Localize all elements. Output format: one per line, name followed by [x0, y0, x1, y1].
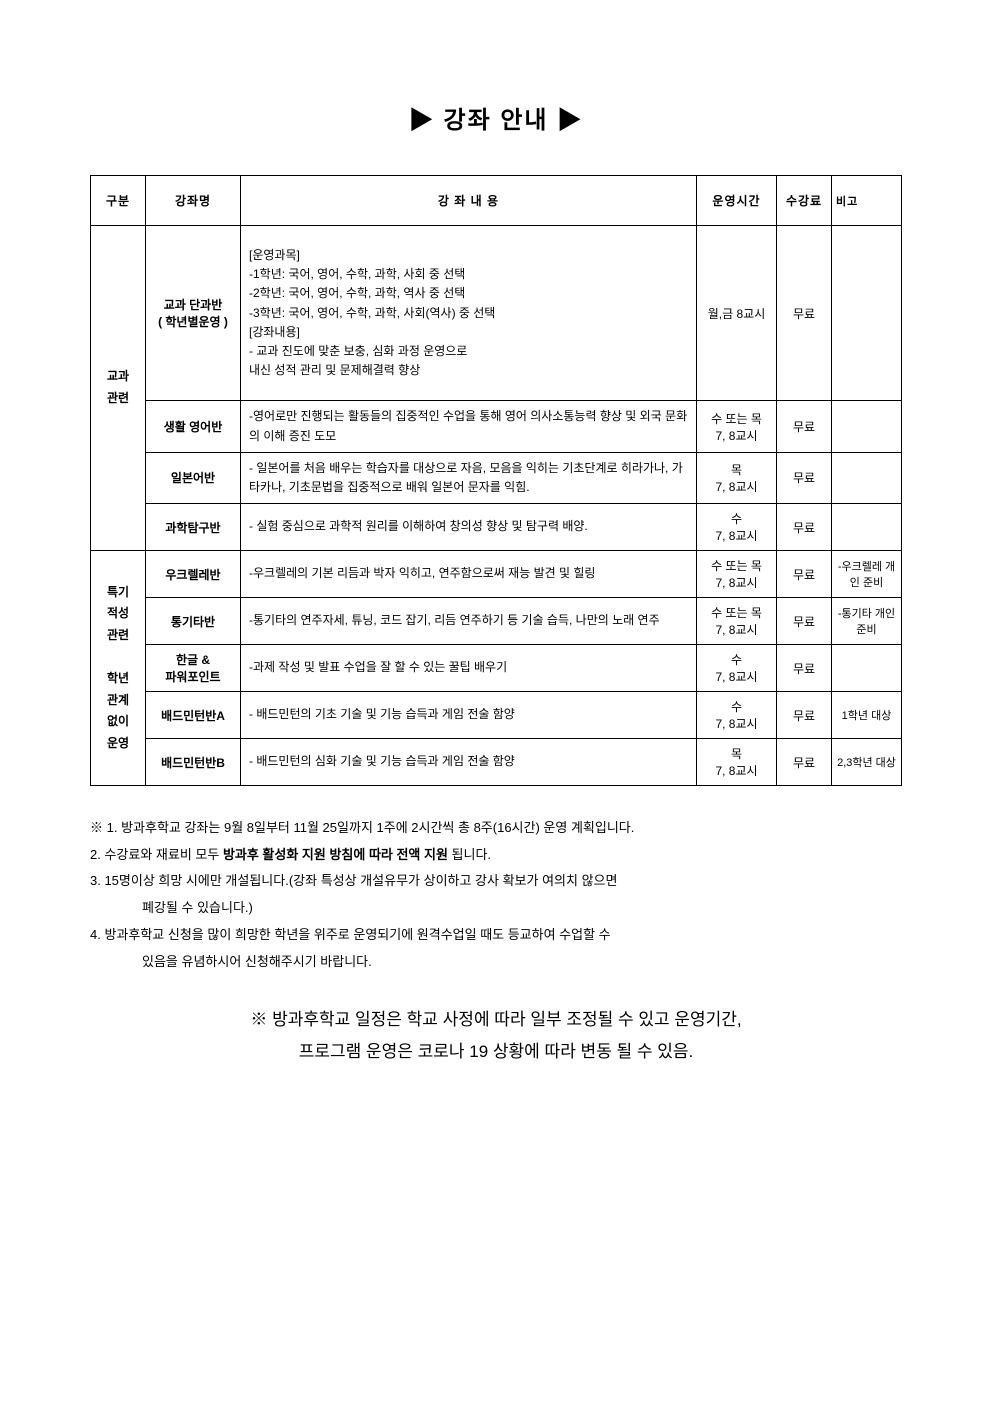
fee-cell: 무료	[777, 598, 832, 645]
content-cell: - 배드민턴의 기초 기술 및 기능 습득과 게임 전술 함양	[241, 692, 697, 739]
note-cell	[832, 452, 902, 503]
header-category: 구분	[91, 176, 146, 226]
note-line: 있음을 유념하시어 신청해주시기 바랍니다.	[90, 950, 902, 975]
category-cell: 교과 관련	[91, 226, 146, 551]
note-cell: -우크렐레 개인 준비	[832, 551, 902, 598]
header-course: 강좌명	[146, 176, 241, 226]
time-cell: 수 또는 목 7, 8교시	[697, 551, 777, 598]
time-cell: 목 7, 8교시	[697, 452, 777, 503]
course-cell: 한글 & 파워포인트	[146, 645, 241, 692]
table-row: 생활 영어반-영어로만 진행되는 활동들의 집중적인 수업을 통해 영어 의사소…	[91, 401, 902, 452]
time-cell: 월,금 8교시	[697, 226, 777, 401]
note-line: 3. 15명이상 희망 시에만 개설됩니다.(강좌 특성상 개설유무가 상이하고…	[90, 869, 902, 894]
table-row: 특기 적성 관련 학년 관계 없이 운영우크렐레반-우크렐레의 기본 리듬과 박…	[91, 551, 902, 598]
note-line: ※ 1. 방과후학교 강좌는 9월 8일부터 11월 25일까지 1주에 2시간…	[90, 816, 902, 841]
table-row: 통기타반-통기타의 연주자세, 튜닝, 코드 잡기, 리듬 연주하기 등 기술 …	[91, 598, 902, 645]
fee-cell: 무료	[777, 504, 832, 551]
course-cell: 배드민턴반A	[146, 692, 241, 739]
category-cell: 특기 적성 관련 학년 관계 없이 운영	[91, 551, 146, 786]
table-row: 과학탐구반- 실험 중심으로 과학적 원리를 이해하여 창의성 향상 및 탐구력…	[91, 504, 902, 551]
time-cell: 수 또는 목 7, 8교시	[697, 401, 777, 452]
time-cell: 수 7, 8교시	[697, 504, 777, 551]
course-cell: 일본어반	[146, 452, 241, 503]
table-row: 배드민턴반B- 배드민턴의 심화 기술 및 기능 습득과 게임 전술 함양목 7…	[91, 739, 902, 786]
header-note: 비고	[832, 176, 902, 226]
fee-cell: 무료	[777, 645, 832, 692]
footer-line2: 프로그램 운영은 코로나 19 상황에 따라 변동 될 수 있음.	[90, 1036, 902, 1068]
table-row: 배드민턴반A- 배드민턴의 기초 기술 및 기능 습득과 게임 전술 함양수 7…	[91, 692, 902, 739]
content-cell: -과제 작성 및 발표 수업을 잘 할 수 있는 꿀팁 배우기	[241, 645, 697, 692]
fee-cell: 무료	[777, 401, 832, 452]
course-table: 구분 강좌명 강 좌 내 용 운영시간 수강료 비고 교과 관련교과 단과반 (…	[90, 175, 902, 786]
note-cell: 2,3학년 대상	[832, 739, 902, 786]
time-cell: 수 또는 목 7, 8교시	[697, 598, 777, 645]
content-cell: - 배드민턴의 심화 기술 및 기능 습득과 게임 전술 함양	[241, 739, 697, 786]
fee-cell: 무료	[777, 551, 832, 598]
footer-note: ※ 방과후학교 일정은 학교 사정에 따라 일부 조정될 수 있고 운영기간, …	[90, 1004, 902, 1069]
note-cell: 1학년 대상	[832, 692, 902, 739]
note-line: 폐강될 수 있습니다.)	[90, 896, 902, 921]
note-cell	[832, 504, 902, 551]
note-cell: -통기타 개인 준비	[832, 598, 902, 645]
header-content: 강 좌 내 용	[241, 176, 697, 226]
content-cell: - 실험 중심으로 과학적 원리를 이해하여 창의성 향상 및 탐구력 배양.	[241, 504, 697, 551]
course-cell: 생활 영어반	[146, 401, 241, 452]
course-cell: 우크렐레반	[146, 551, 241, 598]
table-header-row: 구분 강좌명 강 좌 내 용 운영시간 수강료 비고	[91, 176, 902, 226]
note-cell	[832, 401, 902, 452]
fee-cell: 무료	[777, 226, 832, 401]
content-cell: -영어로만 진행되는 활동들의 집중적인 수업을 통해 영어 의사소통능력 향상…	[241, 401, 697, 452]
note-line: 2. 수강료와 재료비 모두 방과후 활성화 지원 방침에 따라 전액 지원 됩…	[90, 843, 902, 868]
course-cell: 배드민턴반B	[146, 739, 241, 786]
header-fee: 수강료	[777, 176, 832, 226]
time-cell: 목 7, 8교시	[697, 739, 777, 786]
table-row: 교과 관련교과 단과반 ( 학년별운영 )[운영과목] -1학년: 국어, 영어…	[91, 226, 902, 401]
course-cell: 통기타반	[146, 598, 241, 645]
fee-cell: 무료	[777, 692, 832, 739]
note-line: 4. 방과후학교 신청을 많이 희망한 학년을 위주로 운영되기에 원격수업일 …	[90, 923, 902, 948]
content-cell: -우크렐레의 기본 리듬과 박자 익히고, 연주함으로써 재능 발견 및 힐링	[241, 551, 697, 598]
fee-cell: 무료	[777, 739, 832, 786]
header-time: 운영시간	[697, 176, 777, 226]
content-cell: -통기타의 연주자세, 튜닝, 코드 잡기, 리듬 연주하기 등 기술 습득, …	[241, 598, 697, 645]
table-row: 한글 & 파워포인트-과제 작성 및 발표 수업을 잘 할 수 있는 꿀팁 배우…	[91, 645, 902, 692]
fee-cell: 무료	[777, 452, 832, 503]
notes-section: ※ 1. 방과후학교 강좌는 9월 8일부터 11월 25일까지 1주에 2시간…	[90, 816, 902, 974]
page-title: ▶ 강좌 안내 ▶	[90, 100, 902, 135]
note-cell	[832, 645, 902, 692]
course-cell: 과학탐구반	[146, 504, 241, 551]
course-cell: 교과 단과반 ( 학년별운영 )	[146, 226, 241, 401]
content-cell: - 일본어를 처음 배우는 학습자를 대상으로 자음, 모음을 익히는 기초단계…	[241, 452, 697, 503]
table-row: 일본어반- 일본어를 처음 배우는 학습자를 대상으로 자음, 모음을 익히는 …	[91, 452, 902, 503]
content-cell: [운영과목] -1학년: 국어, 영어, 수학, 과학, 사회 중 선택 -2학…	[241, 226, 697, 401]
note-cell	[832, 226, 902, 401]
time-cell: 수 7, 8교시	[697, 692, 777, 739]
footer-line1: ※ 방과후학교 일정은 학교 사정에 따라 일부 조정될 수 있고 운영기간,	[90, 1004, 902, 1036]
time-cell: 수 7, 8교시	[697, 645, 777, 692]
